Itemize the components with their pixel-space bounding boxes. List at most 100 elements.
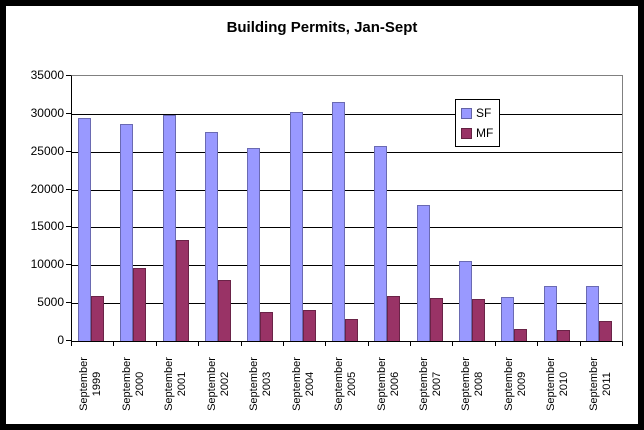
x-label-month-2005: September [333,357,346,411]
gridline-5000 [72,303,622,305]
bar-sf-2011 [585,286,599,341]
x-label-2002: September 2002 [206,344,234,424]
bar-pair-2009 [501,297,528,341]
bar-sf-2000 [120,124,134,341]
x-label-month-2002: September [205,357,218,411]
x-label-2004: September 2004 [291,344,319,424]
bar-pair-2000 [120,124,147,341]
bar-mf-2007 [429,298,443,341]
x-label-cell-2004: September 2004 [283,347,325,421]
bar-pair-2007 [416,205,443,341]
bar-mf-2010 [556,330,570,341]
x-label-month-2009: September [502,357,515,411]
bar-pair-2006 [374,146,401,341]
bar-mf-2002 [218,280,232,341]
x-label-year-2002: 2002 [218,371,231,397]
y-tick-label-15000: 15000 [30,219,64,234]
bar-pair-1999 [78,118,105,341]
x-label-1999: September 1999 [78,344,106,424]
legend-row-sf: SF [461,103,493,123]
x-label-2009: September 2009 [503,344,531,424]
x-label-year-2007: 2007 [430,371,443,397]
x-label-cell-2003: September 2003 [241,347,283,421]
bar-group-2001 [157,76,199,341]
x-tick-mark-1 [113,342,115,346]
x-label-2007: September 2007 [418,344,446,424]
bar-sf-2007 [416,205,430,341]
x-tick-mark-5 [282,342,284,346]
bar-pair-2003 [247,148,274,341]
x-label-month-2007: September [417,357,430,411]
bar-group-2006 [368,76,410,341]
bar-sf-2008 [458,261,472,341]
bar-group-2010 [537,76,579,341]
x-label-year-2000: 2000 [133,371,146,397]
legend-swatch-sf [461,107,472,119]
bar-mf-2000 [133,268,147,341]
x-label-2010: September 2010 [545,344,573,424]
bar-group-2004 [284,76,326,341]
x-label-cell-2011: September 2011 [581,347,623,421]
bar-group-2003 [241,76,283,341]
x-label-2008: September 2008 [460,344,488,424]
x-label-cell-2006: September 2006 [368,347,410,421]
bar-sf-1999 [78,118,92,341]
y-tick-mark-30000 [66,112,71,114]
y-tick-mark-25000 [66,150,71,152]
bar-pair-2010 [543,286,570,341]
x-label-year-2010: 2010 [558,371,571,397]
bar-mf-2011 [598,321,612,341]
y-tick-label-5000: 5000 [37,295,64,310]
x-tick-mark-9 [452,342,454,346]
x-label-month-2008: September [460,357,473,411]
gridline-15000 [72,227,622,229]
x-tick-mark-6 [325,342,327,346]
bar-sf-2004 [289,112,303,341]
bar-group-2009 [495,76,537,341]
x-label-cell-2005: September 2005 [326,347,368,421]
y-tick-mark-5000 [66,302,71,304]
y-tick-label-30000: 30000 [30,105,64,120]
x-tick-mark-0 [71,342,72,346]
bar-group-2000 [114,76,156,341]
legend-swatch-mf [461,127,472,139]
gridline-30000 [72,113,622,115]
legend-label-mf: MF [476,126,494,140]
x-label-year-2008: 2008 [473,371,486,397]
x-label-2006: September 2006 [376,344,404,424]
x-label-cell-1999: September 1999 [71,347,113,421]
x-label-cell-2000: September 2000 [113,347,155,421]
y-tick-mark-35000 [66,75,71,76]
x-label-month-2000: September [120,357,133,411]
x-label-year-2005: 2005 [346,371,359,397]
x-label-month-2006: September [375,357,388,411]
y-tick-mark-15000 [66,226,71,228]
x-axis-labels: September 1999 September 2000 September 2001 S… [71,347,623,421]
x-label-month-2010: September [545,357,558,411]
gridline-25000 [72,151,622,153]
y-tick-label-25000: 25000 [30,143,64,158]
bar-pair-2005 [332,102,359,341]
bar-sf-2010 [543,286,557,341]
bar-groups [72,76,622,341]
y-tick-mark-0 [66,340,71,341]
bar-pair-2001 [162,115,189,341]
bar-mf-1999 [91,296,105,341]
bar-sf-2003 [247,148,261,341]
x-label-year-2003: 2003 [261,371,274,397]
bar-mf-2009 [514,329,528,341]
bar-group-2011 [580,76,622,341]
x-label-year-1999: 1999 [91,371,104,397]
x-label-cell-2001: September 2001 [156,347,198,421]
bar-sf-2002 [205,132,219,341]
bar-sf-2001 [162,115,176,341]
bar-pair-2008 [458,261,485,341]
y-tick-label-10000: 10000 [30,257,64,272]
x-label-2011: September 2011 [588,344,616,424]
bar-pair-2004 [289,112,316,341]
x-tick-mark-8 [410,342,412,346]
x-label-year-2009: 2009 [515,371,528,397]
y-tick-label-0: 0 [57,333,64,347]
y-tick-label-20000: 20000 [30,181,64,196]
